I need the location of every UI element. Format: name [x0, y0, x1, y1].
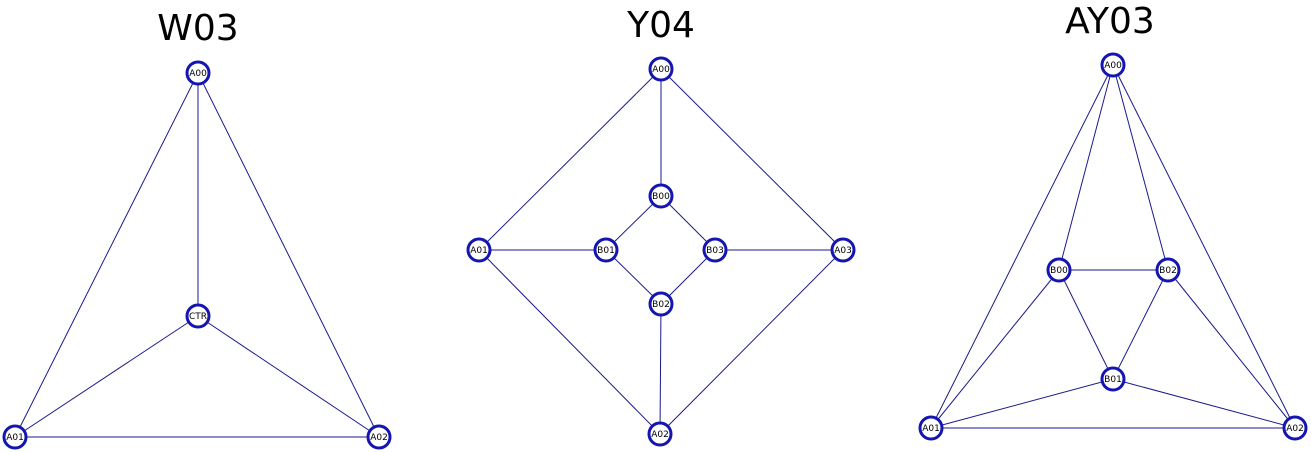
node-w03-ctr: CTR [185, 303, 211, 329]
node-circle [1155, 257, 1181, 283]
node-label: A03 [834, 246, 852, 256]
node-label: B02 [652, 300, 670, 310]
node-y04-a02: A02 [647, 421, 673, 447]
node-y04-b02: B02 [648, 291, 674, 317]
edge-ay03-b01-a02 [1112, 378, 1296, 429]
node-y04-b00: B00 [648, 183, 674, 209]
node-label: A00 [1104, 61, 1122, 71]
node-ay03-b02: B02 [1155, 257, 1181, 283]
node-ay03-b01: B01 [1100, 366, 1126, 392]
edge-ay03-a00-b02 [1112, 64, 1169, 271]
node-circle [648, 56, 674, 82]
edge-y04-b00-b03 [660, 195, 716, 251]
node-circle [648, 183, 674, 209]
graph-w03: W03 A00 CTR A01 A02 [2, 8, 392, 450]
node-circle [466, 237, 492, 263]
nodes-y04: A00 B00 A01 B01 B03 A03 B02 A02 [466, 56, 856, 447]
edge-ay03-b01-a01 [930, 378, 1114, 429]
node-circle [2, 424, 28, 450]
edge-ay03-b00-a01 [930, 269, 1060, 429]
node-circle [702, 237, 728, 263]
edge-y04-a01-a02 [478, 249, 661, 435]
node-label: B03 [706, 246, 724, 256]
nodes-ay03: A00 B00 B02 B01 A01 A02 [918, 52, 1308, 441]
node-label: CTR [189, 312, 207, 322]
node-circle [918, 415, 944, 441]
edge-y04-b00-b01 [605, 195, 662, 251]
graph-y04: Y04 A00 B00 A01 B01 B03 A03 B02 A02 [466, 5, 856, 447]
node-circle [1100, 366, 1126, 392]
node-circle [185, 303, 211, 329]
edge-ay03-a00-b00 [1058, 64, 1114, 271]
edges-ay03 [930, 64, 1296, 429]
node-circle [647, 421, 673, 447]
node-label: B00 [1050, 266, 1068, 276]
node-label: A00 [189, 69, 207, 79]
edge-y04-b02-a02 [659, 303, 662, 435]
node-ay03-a02: A02 [1282, 415, 1308, 441]
edge-w03-ctr-a01 [14, 315, 199, 438]
node-y04-a03: A03 [830, 237, 856, 263]
node-circle [1282, 415, 1308, 441]
edge-ay03-b00-b01 [1058, 269, 1114, 380]
graph-ay03: AY03 A00 B00 B02 B01 A01 A02 [918, 1, 1308, 441]
node-label: A01 [470, 246, 488, 256]
node-y04-a00: A00 [648, 56, 674, 82]
node-label: B00 [652, 192, 670, 202]
node-label: A02 [651, 430, 669, 440]
edge-ay03-b02-a02 [1167, 269, 1296, 429]
node-label: A02 [1286, 424, 1304, 434]
nodes-w03: A00 CTR A01 A02 [2, 60, 392, 450]
node-label: A01 [922, 424, 940, 434]
node-circle [830, 237, 856, 263]
node-circle [1046, 257, 1072, 283]
edge-w03-a00-a02 [197, 72, 380, 438]
node-y04-b01: B01 [593, 237, 619, 263]
node-w03-a02: A02 [366, 424, 392, 450]
node-label: B01 [1104, 375, 1122, 385]
edge-y04-b01-b02 [605, 249, 662, 305]
edges-y04 [478, 68, 844, 435]
edge-y04-a00-a01 [478, 68, 662, 251]
node-label: A00 [652, 65, 670, 75]
node-circle [366, 424, 392, 450]
node-y04-b03: B03 [702, 237, 728, 263]
edge-ay03-a00-a02 [1112, 64, 1296, 429]
node-circle [593, 237, 619, 263]
edge-w03-a00-a01 [14, 72, 199, 438]
edge-w03-ctr-a02 [197, 315, 380, 438]
edge-ay03-b02-b01 [1112, 269, 1169, 380]
graph-title-y04: Y04 [626, 5, 695, 46]
node-y04-a01: A01 [466, 237, 492, 263]
node-label: A01 [6, 433, 24, 443]
edge-y04-a03-a02 [659, 249, 844, 435]
edges-w03 [14, 72, 380, 438]
node-ay03-a01: A01 [918, 415, 944, 441]
node-label: B01 [597, 246, 615, 256]
graph-title-w03: W03 [157, 8, 238, 49]
node-ay03-a00: A00 [1100, 52, 1126, 78]
node-circle [185, 60, 211, 86]
node-circle [648, 291, 674, 317]
node-w03-a00: A00 [185, 60, 211, 86]
node-ay03-b00: B00 [1046, 257, 1072, 283]
node-label: A02 [370, 433, 388, 443]
node-label: B02 [1159, 266, 1177, 276]
edge-y04-a00-a03 [660, 68, 844, 251]
edge-y04-b03-b02 [660, 249, 716, 305]
node-w03-a01: A01 [2, 424, 28, 450]
edge-ay03-a00-a01 [930, 64, 1114, 429]
node-circle [1100, 52, 1126, 78]
graph-title-ay03: AY03 [1065, 1, 1155, 42]
